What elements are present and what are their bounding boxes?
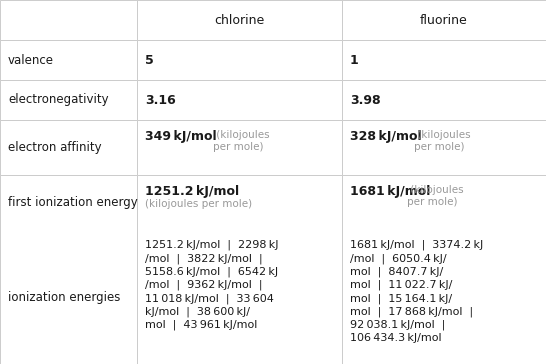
Text: first ionization energy: first ionization energy <box>8 196 138 209</box>
Text: 1681 kJ/mol: 1681 kJ/mol <box>350 185 430 198</box>
Bar <box>137 80 342 120</box>
Text: 3.98: 3.98 <box>350 94 381 107</box>
Bar <box>0 0 137 40</box>
Bar <box>0 80 137 120</box>
Text: (kilojoules
per mole): (kilojoules per mole) <box>414 130 471 153</box>
Bar <box>137 40 342 80</box>
Text: 5: 5 <box>145 54 154 67</box>
Text: chlorine: chlorine <box>215 13 265 27</box>
Bar <box>137 0 342 40</box>
Text: electronegativity: electronegativity <box>8 94 109 107</box>
Text: valence: valence <box>8 54 54 67</box>
Bar <box>137 175 342 364</box>
Text: 1251.2 kJ/mol  |  2298 kJ
/mol  |  3822 kJ/mol  |
5158.6 kJ/mol  |  6542 kJ
/mol: 1251.2 kJ/mol | 2298 kJ /mol | 3822 kJ/m… <box>145 240 278 330</box>
Text: (kilojoules
per mole): (kilojoules per mole) <box>407 185 464 207</box>
Bar <box>0 40 137 80</box>
Bar <box>342 40 546 80</box>
Text: 1: 1 <box>350 54 359 67</box>
Bar <box>342 80 546 120</box>
Bar <box>342 0 546 40</box>
Text: 3.16: 3.16 <box>145 94 176 107</box>
Text: electron affinity: electron affinity <box>8 141 102 154</box>
Text: fluorine: fluorine <box>420 13 468 27</box>
Text: 1681 kJ/mol  |  3374.2 kJ
/mol  |  6050.4 kJ/
mol  |  8407.7 kJ/
mol  |  11 022.: 1681 kJ/mol | 3374.2 kJ /mol | 6050.4 kJ… <box>350 240 483 343</box>
Bar <box>137 120 342 175</box>
Text: (kilojoules
per mole): (kilojoules per mole) <box>213 130 270 153</box>
Text: ionization energies: ionization energies <box>8 291 120 304</box>
Bar <box>0 175 137 364</box>
Text: 349 kJ/mol: 349 kJ/mol <box>145 130 217 143</box>
Text: (kilojoules per mole): (kilojoules per mole) <box>145 199 252 209</box>
Bar <box>0 120 137 175</box>
Text: 1251.2 kJ/mol: 1251.2 kJ/mol <box>145 185 239 198</box>
Bar <box>342 175 546 364</box>
Bar <box>342 120 546 175</box>
Text: 328 kJ/mol: 328 kJ/mol <box>350 130 422 143</box>
